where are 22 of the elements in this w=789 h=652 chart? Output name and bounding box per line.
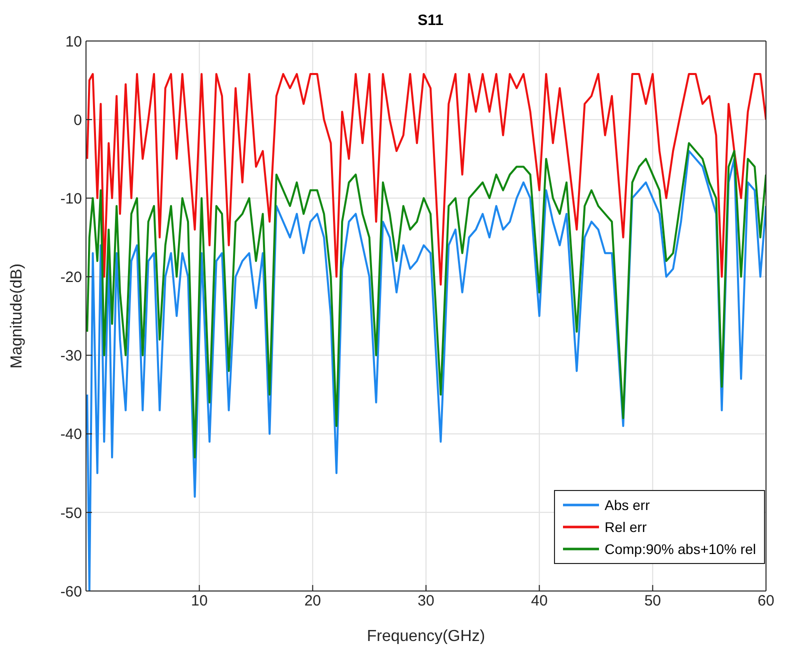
line-series [86, 142, 766, 458]
y-tick-label: -30 [60, 348, 82, 365]
x-tick-label: 30 [418, 592, 434, 610]
y-tick-label: -10 [60, 190, 82, 208]
y-tick-label: 0 [74, 112, 82, 129]
x-axis-title: Frequency(GHz) [366, 628, 486, 645]
y-tick-label: 10 [65, 33, 82, 50]
line-series [86, 73, 766, 286]
y-tick-label: -20 [60, 269, 82, 286]
y-tick-label: -40 [60, 426, 82, 444]
y-tick-label: -50 [60, 504, 82, 522]
y-tick-label: -60 [60, 583, 82, 600]
x-tick-label: 40 [530, 592, 548, 610]
legend-label: Abs err [604, 497, 650, 513]
x-tick-label: 60 [758, 592, 774, 610]
chart-title: S11 [416, 12, 444, 29]
x-tick-label: 20 [304, 592, 322, 610]
x-tick-label: 10 [190, 592, 208, 610]
x-tick-label: 50 [644, 592, 662, 610]
legend-label: Rel err [604, 519, 647, 535]
y-axis-title: Magnitude(dB) [8, 264, 26, 368]
legend-label: Comp:90% abs+10% rel [604, 541, 756, 557]
